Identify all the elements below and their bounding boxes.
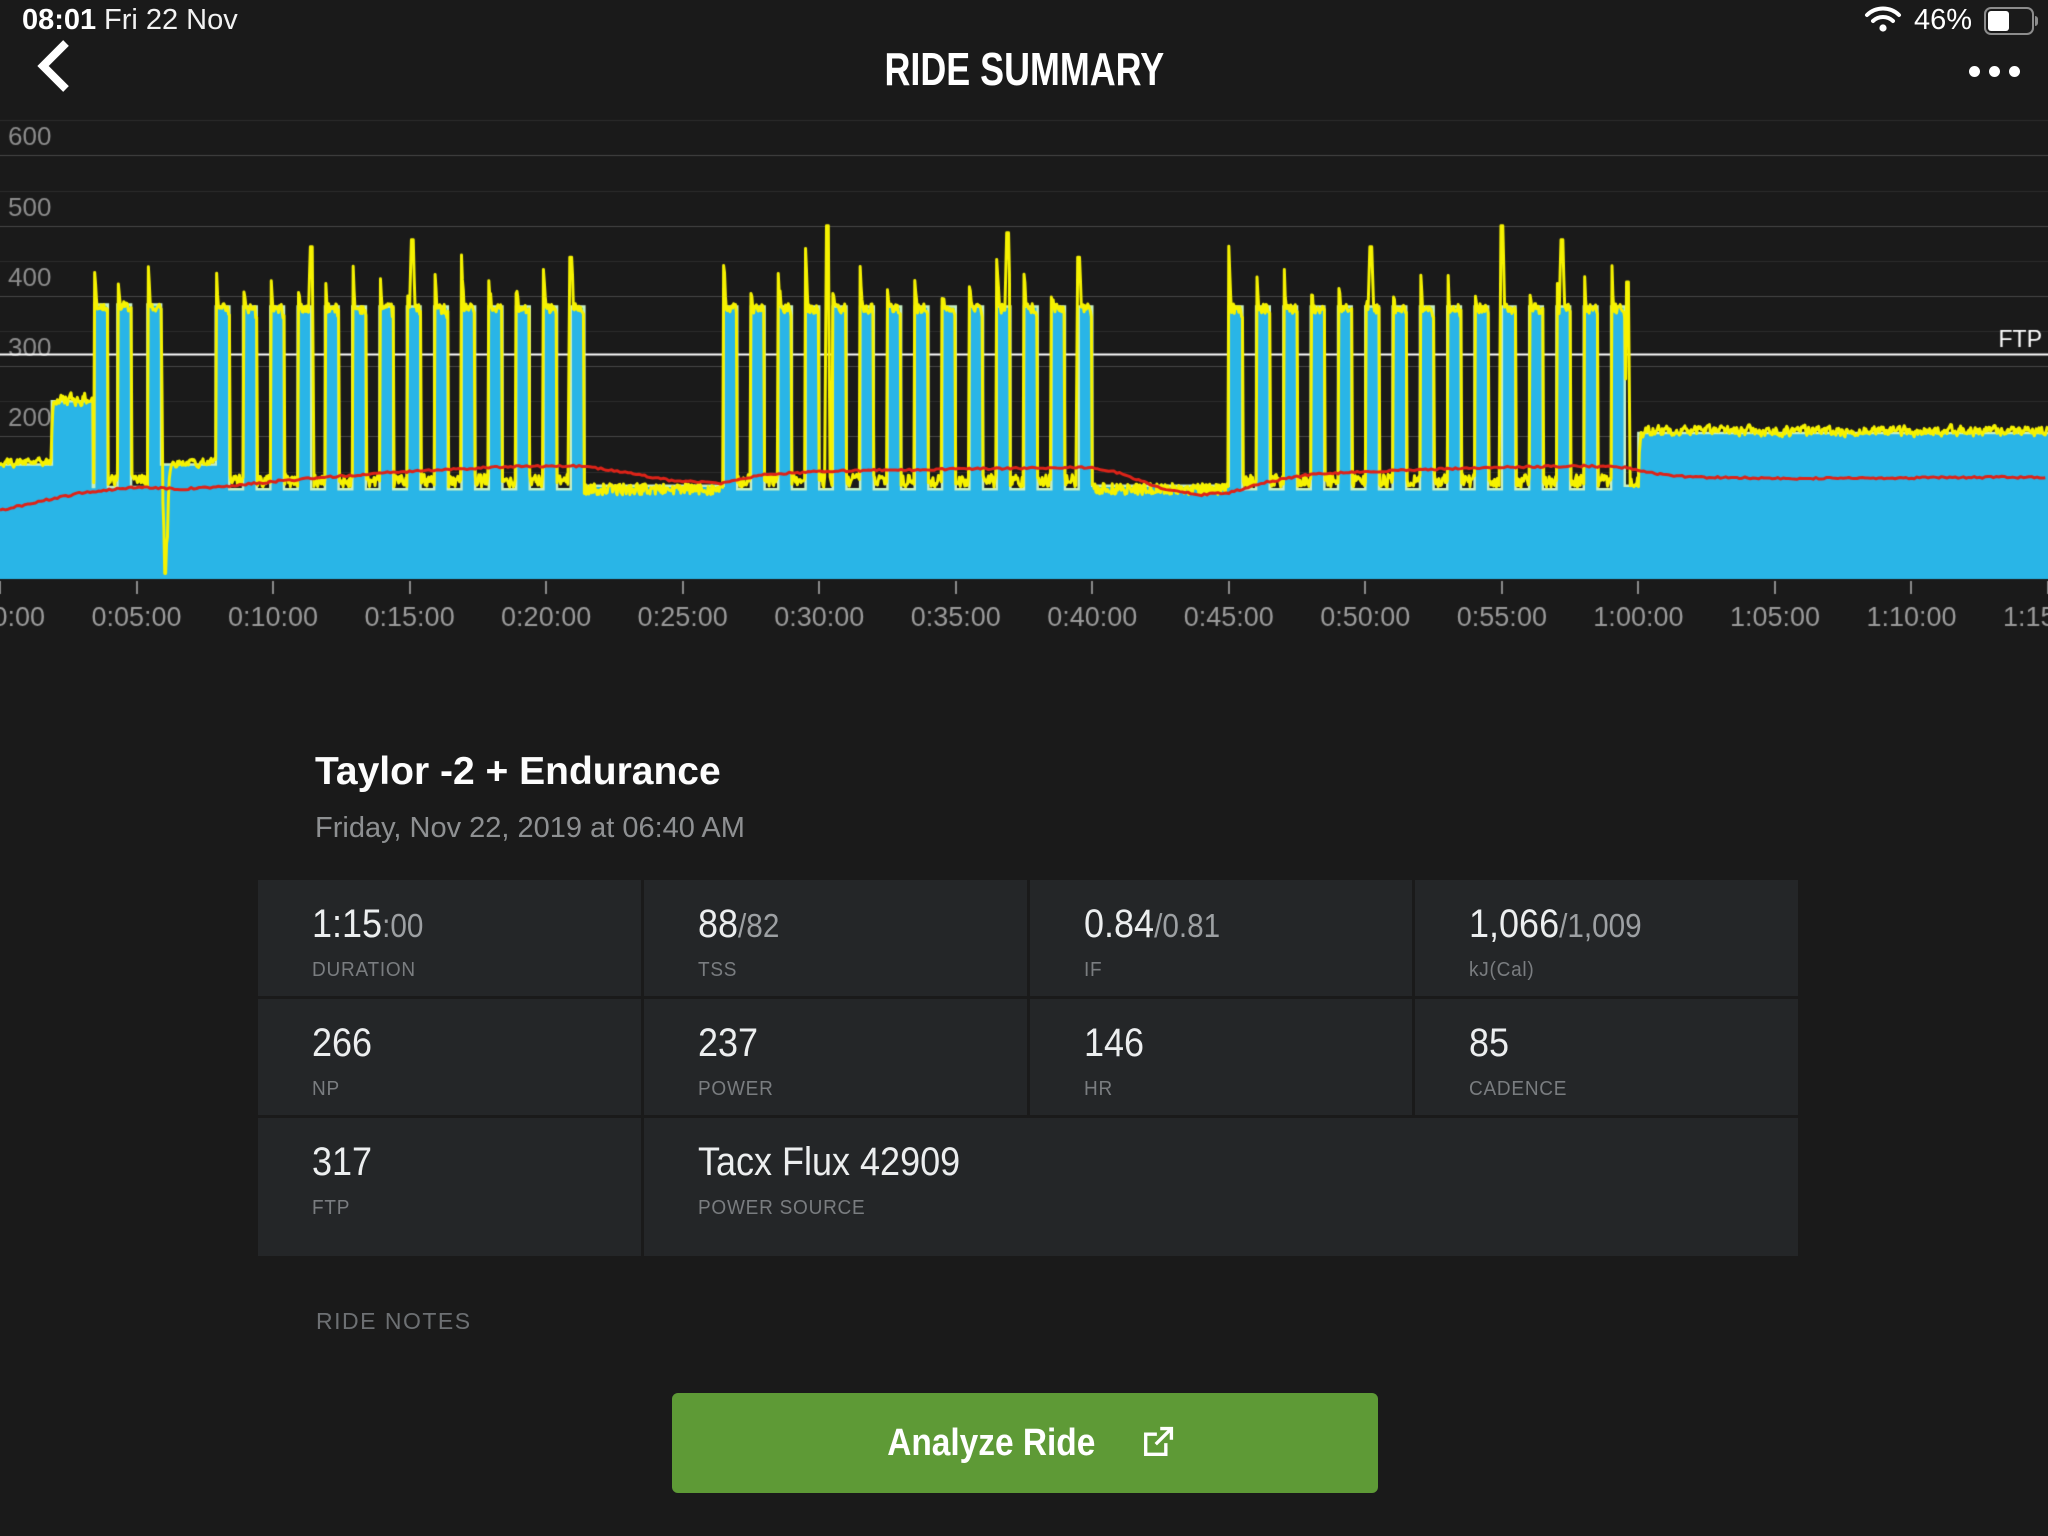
stat-power: 237 POWER: [643, 999, 1027, 1115]
chevron-left-icon: [34, 40, 74, 97]
external-link-icon: [1139, 1423, 1177, 1464]
status-bar: 08:01 Fri 22 Nov 46%: [0, 0, 2048, 40]
stat-kj: 1,066/1,009 kJ(Cal): [1415, 880, 1798, 996]
page-title: RIDE SUMMARY: [884, 43, 1164, 95]
stat-if: 0.84/0.81 IF: [1029, 880, 1413, 996]
wifi-icon: [1864, 4, 1902, 37]
ride-power-chart: [0, 95, 2048, 655]
status-time: 08:01: [22, 4, 97, 36]
ride-datetime: Friday, Nov 22, 2019 at 06:40 AM: [315, 812, 745, 844]
stat-cadence: 85 CADENCE: [1415, 999, 1798, 1115]
stat-ftp: 317 FTP: [258, 1118, 641, 1256]
battery-icon: [1984, 6, 2038, 35]
stat-tss: 88/82 TSS: [643, 880, 1027, 996]
stat-hr: 146 HR: [1029, 999, 1413, 1115]
stat-power-source: Tacx Flux 42909 POWER SOURCE: [643, 1118, 1798, 1256]
nav-bar: RIDE SUMMARY: [0, 36, 2048, 96]
stat-np: 266 NP: [258, 999, 641, 1115]
ride-title: Taylor -2 + Endurance: [315, 750, 721, 793]
stat-duration: 1:15:00 DURATION: [258, 880, 641, 996]
ellipsis-icon: [1969, 66, 2020, 77]
analyze-ride-button[interactable]: Analyze Ride: [672, 1393, 1378, 1493]
ride-notes-label: RIDE NOTES: [316, 1308, 472, 1334]
more-menu-button[interactable]: [1969, 66, 2020, 77]
battery-percent: 46%: [1913, 4, 1972, 36]
ride-stats-grid: 1:15:00 DURATION 88/82 TSS 0.84/0.81 IF …: [258, 880, 1798, 1256]
back-button[interactable]: [30, 38, 78, 94]
status-date: Fri 22 Nov: [104, 4, 238, 36]
